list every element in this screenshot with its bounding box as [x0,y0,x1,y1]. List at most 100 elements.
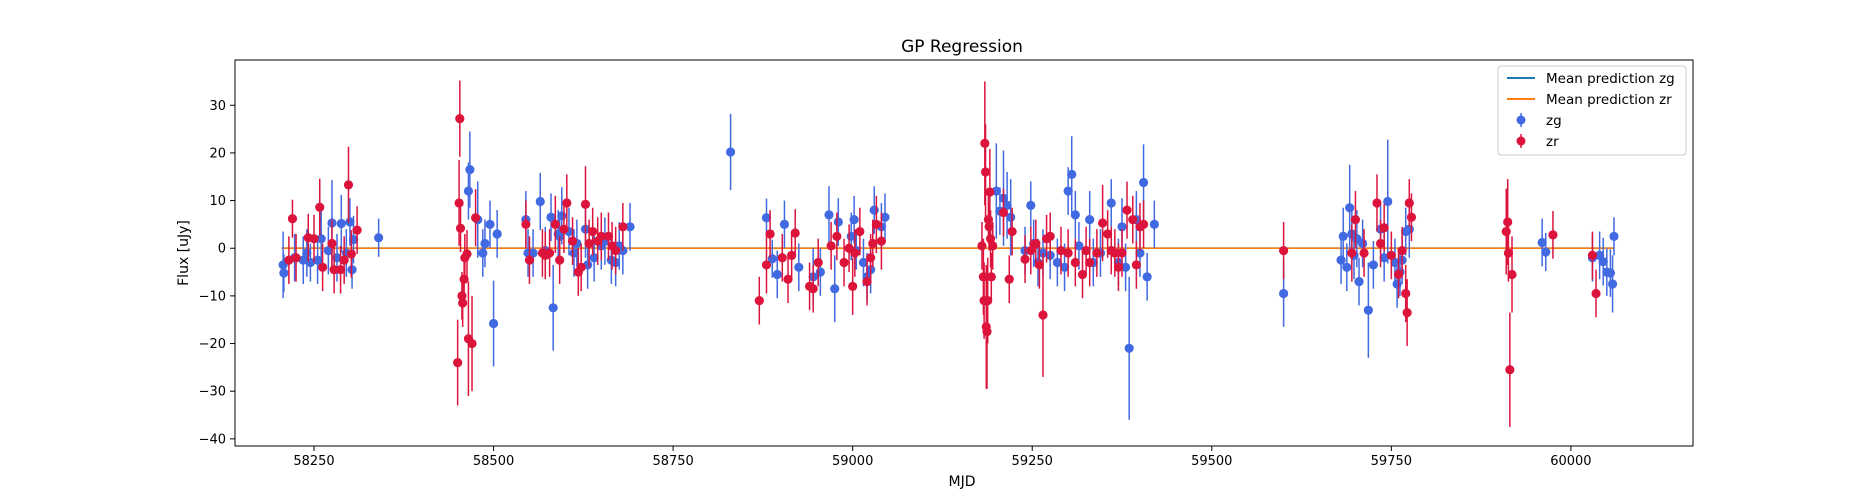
zr-data-point [1505,365,1514,374]
zr-data-point [588,227,597,236]
zr-data-point [1038,310,1047,319]
zr-data-point [778,253,787,262]
zg-data-point [1150,220,1159,229]
zr-data-point [1591,289,1600,298]
plot-area [279,80,1619,426]
zg-data-point [1342,263,1351,272]
zr-data-point [462,249,471,258]
zr-data-point [850,248,859,257]
zg-data-point [1085,215,1094,224]
zg-data-point [1608,279,1617,288]
legend: Mean prediction zg Mean prediction zr zg… [1498,66,1686,155]
zr-data-point [1372,198,1381,207]
zr-data-point [291,253,300,262]
zr-data-point [1398,246,1407,255]
zg-data-point [870,206,879,215]
zr-data-point [1139,220,1148,229]
zr-data-point [315,203,324,212]
zr-data-point [347,249,356,258]
zr-data-point [352,226,361,235]
zr-data-point [762,260,771,269]
zg-data-point [1071,210,1080,219]
zr-data-point [1098,218,1107,227]
zr-data-point [1351,215,1360,224]
zg-data-point [1339,232,1348,241]
zr-data-point [765,229,774,238]
x-tick-label: 59250 [1012,454,1053,469]
zr-data-point [839,258,848,267]
zg-data-point [1354,277,1363,286]
legend-label-mean-zg: Mean prediction zg [1546,71,1675,87]
zr-data-point [1401,289,1410,298]
zg-data-point [1369,260,1378,269]
zr-data-point [455,114,464,123]
zg-data-point [485,220,494,229]
zg-data-point [1345,203,1354,212]
zr-data-point [318,263,327,272]
x-tick-label: 59000 [832,454,873,469]
x-tick-label: 58500 [473,454,514,469]
x-tick-label: 59500 [1191,454,1232,469]
zg-data-point [1143,272,1152,281]
zr-data-point [1359,248,1368,257]
x-tick-label: 58750 [652,454,693,469]
y-axis: −40 −30 −20 −10 0 10 20 30 [199,99,235,448]
zr-data-point [1403,308,1412,317]
zg-data-point [1067,170,1076,179]
zg-data-point [374,233,383,242]
zr-data-point [985,187,994,196]
zr-data-point [1064,248,1073,257]
zr-data-point [1122,206,1131,215]
zr-data-point [344,180,353,189]
zr-data-point [1008,227,1017,236]
zr-data-point [1046,232,1055,241]
x-tick-label: 58250 [293,454,334,469]
x-tick-label: 60000 [1550,454,1591,469]
y-tick-label: −40 [199,432,226,447]
zg-data-point [549,303,558,312]
zr-data-point [309,234,318,243]
zr-data-point [1387,251,1396,260]
zr-data-point [288,214,297,223]
zg-data-point [480,239,489,248]
zr-data-point [618,222,627,231]
zr-data-point [611,246,620,255]
zr-data-point [1071,258,1080,267]
zg-data-point [1336,256,1345,265]
zr-data-point [814,258,823,267]
zr-data-point [1279,246,1288,255]
zr-data-point [987,272,996,281]
zg-data-point [850,215,859,224]
zr-data-point [1405,198,1414,207]
zg-data-point [337,219,346,228]
zg-data-point [1364,306,1373,315]
zr-data-point [467,339,476,348]
zr-data-point [453,358,462,367]
chart-title: GP Regression [901,37,1023,57]
zr-data-point [1407,213,1416,222]
zr-data-point [1380,223,1389,232]
series-zg [279,114,1619,420]
zg-data-point [1279,289,1288,298]
zr-data-point [791,228,800,237]
zr-data-point [827,241,836,250]
y-tick-label: −30 [199,385,226,400]
zg-data-point [465,165,474,174]
zg-data-point [1541,247,1550,256]
zr-data-point [1502,227,1511,236]
x-tick-label: 59750 [1371,454,1412,469]
y-tick-label: −20 [199,337,226,352]
zr-data-point [568,236,577,245]
zg-data-point [816,267,825,276]
zr-data-point [456,224,465,233]
zr-data-point [340,256,349,265]
zr-data-point [1507,270,1516,279]
zg-data-point [464,186,473,195]
zr-data-point [755,296,764,305]
zg-data-point [493,229,502,238]
zr-data-point [1005,275,1014,284]
zr-data-point [1020,255,1029,264]
x-axis-label: MJD [949,474,976,490]
zg-data-point [536,197,545,206]
zr-data-point [1548,230,1557,239]
